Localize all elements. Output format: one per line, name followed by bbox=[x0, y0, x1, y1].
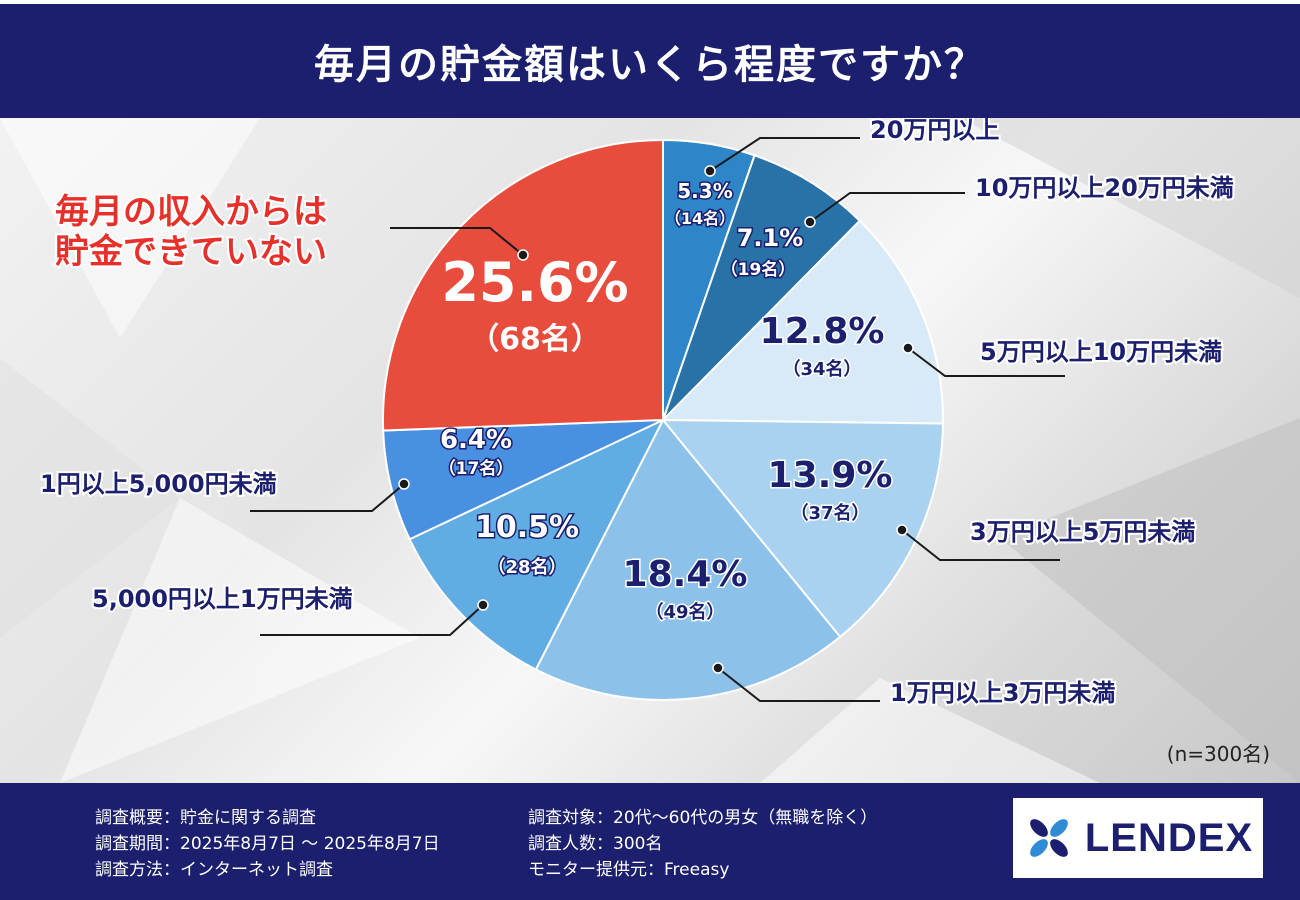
slice--wedge bbox=[382, 138, 664, 432]
slice-5-10-wedge bbox=[660, 219, 944, 425]
slice-1-5-000-category-label: 1円以上5,000円未満 bbox=[40, 470, 277, 498]
slice-5-10-category-label: 5万円以上10万円未満 bbox=[980, 338, 1222, 366]
slice-1-5-000-percent-label: 6.4% bbox=[440, 425, 512, 455]
slice-1-3-percent-label: 18.4% bbox=[623, 554, 748, 595]
survey-summary: 調査概要：貯金に関する調査 bbox=[95, 808, 316, 828]
survey-period: 調査期間：2025年8月7日 ～ 2025年8月7日 bbox=[95, 834, 440, 854]
footer: 調査概要：貯金に関する調査 調査期間：2025年8月7日 ～ 2025年8月7日… bbox=[0, 783, 1300, 900]
logo-text: LENDEX bbox=[1084, 815, 1254, 860]
slice-1-3-wedge bbox=[534, 418, 842, 701]
slice-5-000-1-wedge bbox=[408, 417, 666, 671]
slice-20-leader-line bbox=[709, 137, 860, 172]
slice-10-20-category-label: 10万円以上20万円未満 bbox=[975, 174, 1234, 202]
slice-5-10-percent-label: 12.8% bbox=[760, 311, 885, 352]
chart-area: 5.3% （14名） 20万円以上 7.1% （19名） 10万円以上20万円未満 12.8… bbox=[0, 118, 1300, 783]
slice-1-5-000-leader-dot bbox=[398, 478, 410, 490]
slice-1-5-000-wedge bbox=[382, 419, 664, 541]
slice-3-5-leader-dot bbox=[896, 524, 908, 536]
slice-20-count-label: （14名） bbox=[665, 209, 735, 228]
slice-20-category-label: 20万円以上 bbox=[870, 118, 999, 144]
slice--leader-dot bbox=[517, 249, 529, 261]
slice-labels: 5.3% （14名） 20万円以上 7.1% （19名） 10万円以上20万円未満 12.8… bbox=[38, 118, 1236, 709]
slice-20-percent-label: 5.3% bbox=[677, 179, 732, 203]
survey-count: 調査人数：300名 bbox=[528, 834, 663, 854]
slice-1-5-000-leader-line bbox=[250, 483, 405, 512]
slice-5-10-leader-line bbox=[907, 347, 1065, 377]
survey-method: 調査方法：インターネット調査 bbox=[95, 860, 333, 880]
slice-1-3-count-label: （49名） bbox=[645, 601, 724, 623]
slice-10-20-leader-dot bbox=[804, 216, 816, 228]
background-facets bbox=[0, 118, 1300, 783]
slice-5-10-leader-dot bbox=[902, 342, 914, 354]
slice-10-20-count-label: （19名） bbox=[721, 259, 796, 280]
slice-1-3-leader-line bbox=[717, 667, 880, 702]
slice-5-000-1-leader-line bbox=[260, 604, 484, 636]
slice-1-3-category-label: 1万円以上3万円未満 bbox=[890, 679, 1115, 707]
chart-title: 毎月の貯金額はいくら程度ですか？ bbox=[0, 0, 1300, 118]
slice--count-label: （68名） bbox=[469, 322, 601, 357]
slice-3-5-leader-line bbox=[901, 529, 1060, 561]
no-savings-callout-line-1: 毎月の収入からは bbox=[55, 192, 327, 232]
slice-5-000-1-percent-label: 10.5% bbox=[475, 510, 579, 545]
pie-chart: 5.3% （14名） 20万円以上 7.1% （19名） 10万円以上20万円未満 12.8… bbox=[0, 118, 1300, 783]
slice-1-5-000-count-label: （17名） bbox=[439, 458, 514, 479]
slice-5-10-count-label: （34名） bbox=[782, 358, 861, 380]
leader-lines bbox=[250, 137, 1065, 702]
slice-10-20-leader-line bbox=[809, 192, 965, 223]
slice-5-000-1-leader-dot bbox=[477, 599, 489, 611]
survey-info-right: 調査対象：20代～60代の男女（無職を除く） 調査人数：300名 モニター提供元… bbox=[528, 805, 877, 883]
slice-3-5-percent-label: 13.9% bbox=[768, 455, 893, 496]
no-savings-callout-line-2: 貯金できていない bbox=[55, 232, 327, 272]
slice-20-leader-dot bbox=[704, 165, 716, 177]
logo-mark-icon bbox=[1030, 819, 1068, 857]
slice-1-3-leader-dot bbox=[712, 662, 724, 674]
slice--leader-line bbox=[390, 227, 524, 256]
slice-10-20-percent-label: 7.1% bbox=[737, 224, 804, 252]
survey-info-left: 調査概要：貯金に関する調査 調査期間：2025年8月7日 ～ 2025年8月7日… bbox=[95, 805, 440, 883]
pie-slices bbox=[382, 138, 944, 701]
slice-3-5-category-label: 3万円以上5万円未満 bbox=[970, 518, 1195, 546]
lendex-logo: LENDEX bbox=[1013, 798, 1263, 878]
survey-provider: モニター提供元：Freeasy bbox=[528, 860, 730, 880]
sample-size-note: (n=300名) bbox=[1166, 742, 1270, 766]
slice-5-000-1-count-label: （28名） bbox=[487, 556, 566, 578]
slice-3-5-count-label: （37名） bbox=[790, 502, 869, 524]
slice-5-000-1-category-label: 5,000円以上1万円未満 bbox=[92, 585, 353, 613]
survey-target: 調査対象：20代～60代の男女（無職を除く） bbox=[528, 808, 878, 828]
slice--percent-label: 25.6% bbox=[441, 251, 628, 314]
